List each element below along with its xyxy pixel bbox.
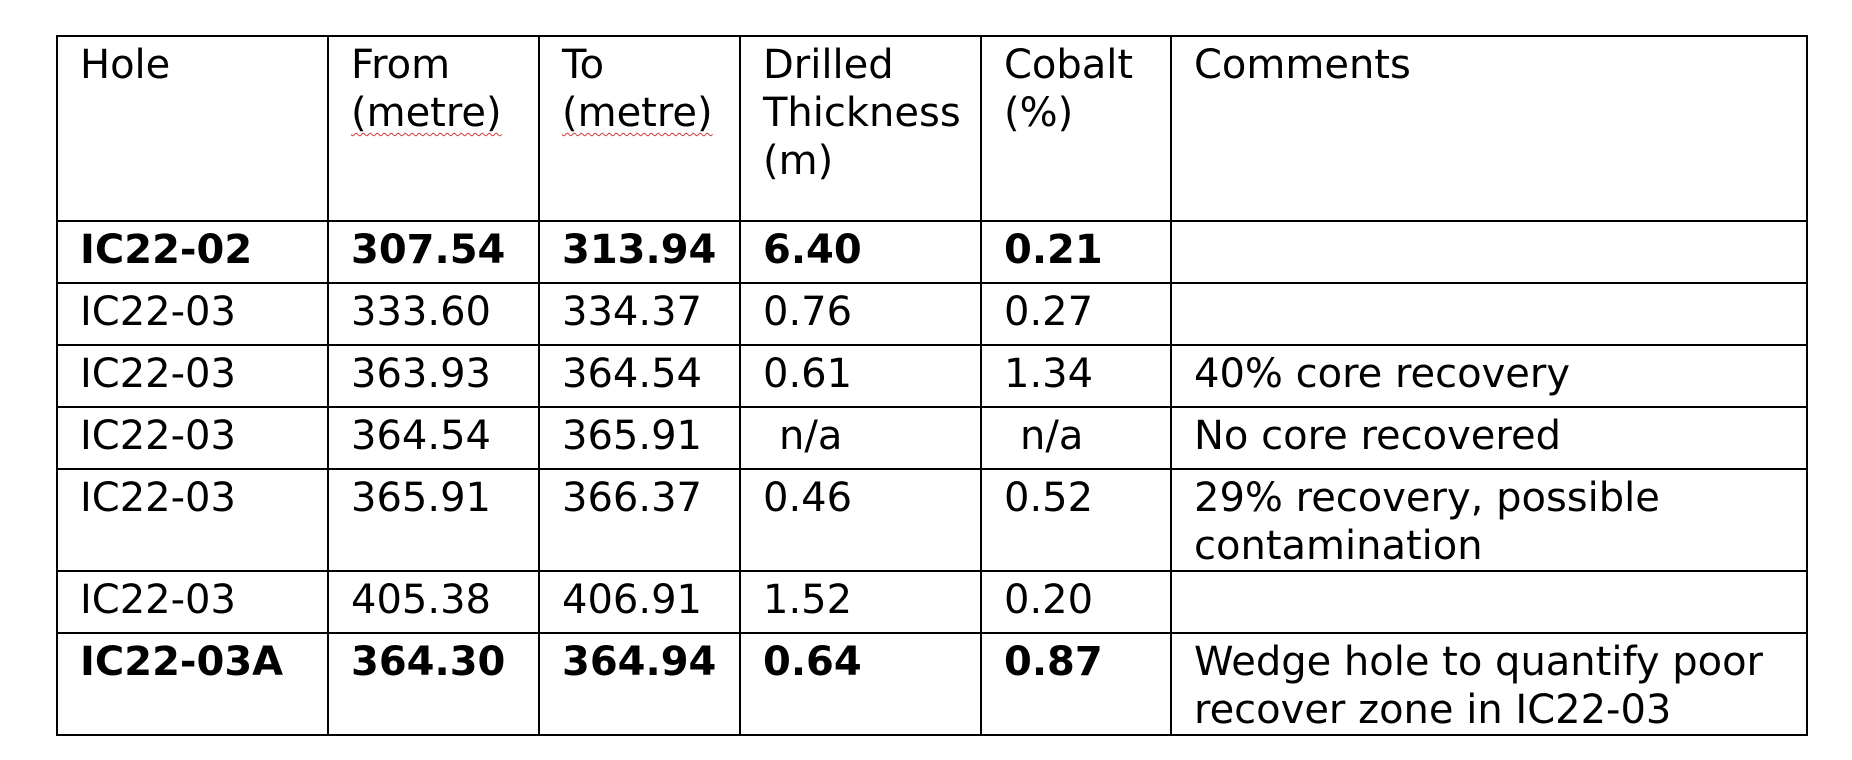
cell-from: 365.91 [327, 468, 540, 572]
cell-from: 405.38 [327, 570, 540, 634]
table-row: IC22-02 307.54 313.94 6.40 0.21 [56, 220, 1808, 284]
cell-hole: IC22-03 [56, 406, 329, 470]
cell-hole: IC22-03 [56, 570, 329, 634]
cell-hole: IC22-02 [56, 220, 329, 284]
table-row: IC22-03 365.91 366.37 0.46 0.52 29% reco… [56, 468, 1808, 572]
cell-comment: No core recovered [1170, 406, 1808, 470]
cell-from: 363.93 [327, 344, 540, 408]
cell-thickness: 1.52 [739, 570, 982, 634]
cell-hole: IC22-03 [56, 282, 329, 346]
cell-hole: IC22-03A [56, 632, 329, 736]
cell-hole: IC22-03 [56, 344, 329, 408]
header-thickness-line2: Thickness [763, 90, 961, 136]
header-comments-text: Comments [1194, 42, 1411, 88]
table-row: IC22-03 333.60 334.37 0.76 0.27 [56, 282, 1808, 346]
header-cobalt: Cobalt (%) [980, 35, 1172, 222]
cell-thickness: 0.76 [739, 282, 982, 346]
cell-to: 365.91 [538, 406, 741, 470]
cell-comment: Wedge hole to quantify poor recover zone… [1170, 632, 1808, 736]
cell-cobalt: 0.21 [980, 220, 1172, 284]
header-from-line2: (metre) [351, 90, 502, 136]
header-thickness-line3: (m) [763, 138, 834, 184]
cell-cobalt: 0.20 [980, 570, 1172, 634]
cell-thickness: 6.40 [739, 220, 982, 284]
cell-from: 364.54 [327, 406, 540, 470]
cell-comment: 29% recovery, possible contamination [1170, 468, 1808, 572]
table-row: IC22-03 363.93 364.54 0.61 1.34 40% core… [56, 344, 1808, 408]
cell-to: 313.94 [538, 220, 741, 284]
header-cobalt-line2: (%) [1004, 90, 1074, 136]
cell-hole: IC22-03 [56, 468, 329, 572]
header-from-line1: From [351, 42, 451, 88]
cell-thickness: 0.46 [739, 468, 982, 572]
table-row: IC22-03 405.38 406.91 1.52 0.20 [56, 570, 1808, 634]
cell-cobalt: 0.87 [980, 632, 1172, 736]
cell-to: 364.94 [538, 632, 741, 736]
table-row: IC22-03A 364.30 364.94 0.64 0.87 Wedge h… [56, 632, 1808, 736]
header-to-line2: (metre) [562, 90, 713, 136]
cell-comment: 40% core recovery [1170, 344, 1808, 408]
table-row: IC22-03 364.54 365.91 n/a n/a No core re… [56, 406, 1808, 470]
cell-to: 334.37 [538, 282, 741, 346]
cell-cobalt: 0.52 [980, 468, 1172, 572]
header-cobalt-line1: Cobalt [1004, 42, 1134, 88]
cell-cobalt: 1.34 [980, 344, 1172, 408]
cell-from: 333.60 [327, 282, 540, 346]
cell-comment [1170, 570, 1808, 634]
drill-results-table: Hole From (metre) To (metre) Drilled Thickn… [56, 35, 1808, 736]
cell-comment [1170, 220, 1808, 284]
cell-from: 307.54 [327, 220, 540, 284]
header-hole: Hole [56, 35, 329, 222]
header-comments: Comments [1170, 35, 1808, 222]
header-row: Hole From (metre) To (metre) Drilled Thickn… [56, 35, 1808, 222]
cell-from: 364.30 [327, 632, 540, 736]
cell-cobalt: 0.27 [980, 282, 1172, 346]
header-to-line1: To [562, 42, 605, 88]
cell-to: 406.91 [538, 570, 741, 634]
header-hole-text: Hole [80, 42, 171, 88]
cell-comment [1170, 282, 1808, 346]
cell-thickness: 0.61 [739, 344, 982, 408]
cell-thickness: 0.64 [739, 632, 982, 736]
cell-thickness: n/a [739, 406, 982, 470]
cell-to: 366.37 [538, 468, 741, 572]
header-from: From (metre) [327, 35, 540, 222]
cell-cobalt: n/a [980, 406, 1172, 470]
cell-to: 364.54 [538, 344, 741, 408]
header-thickness: Drilled Thickness (m) [739, 35, 982, 222]
header-to: To (metre) [538, 35, 741, 222]
header-thickness-line1: Drilled [763, 42, 894, 88]
